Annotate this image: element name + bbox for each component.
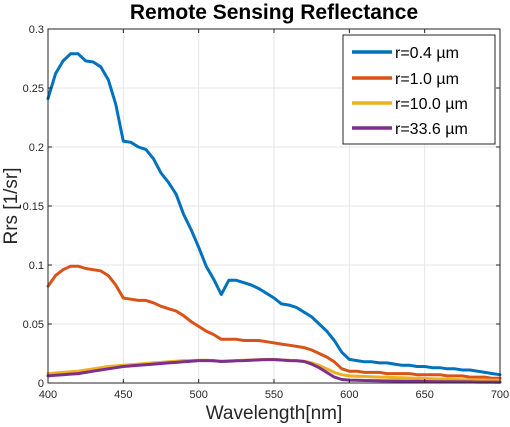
y-tick-label: 0.3 <box>29 24 44 36</box>
legend-label: r=0.4 µm <box>395 45 459 62</box>
y-tick-label: 0.1 <box>29 260 44 272</box>
x-tick-label: 700 <box>491 389 509 401</box>
y-tick-label: 0.25 <box>23 83 44 95</box>
series-line-0 <box>46 52 502 377</box>
y-tick-label: 0.05 <box>23 319 44 331</box>
x-tick-label: 500 <box>189 389 207 401</box>
y-tick-label: 0 <box>38 378 44 390</box>
legend-label: r=1.0 µm <box>395 71 459 88</box>
axis-ticks: 400 450 500 550 600 650 700 0 0.05 0.1 0.15 0.2 0.25… <box>23 24 510 401</box>
x-tick-label: 400 <box>39 389 57 401</box>
x-tick-label: 450 <box>114 389 132 401</box>
y-tick-label: 0.15 <box>23 201 44 213</box>
y-tick-label: 0.2 <box>29 142 44 154</box>
series-line-1 <box>46 264 502 380</box>
chart-title: Remote Sensing Reflectance <box>130 1 418 24</box>
legend-label: r=33.6 µm <box>395 121 468 138</box>
legend: r=0.4 µm r=1.0 µm r=10.0 µm r=33.6 µm <box>342 34 496 145</box>
x-axis-title: Wavelength[nm] <box>206 403 343 424</box>
x-tick-label: 600 <box>340 389 358 401</box>
x-tick-label: 550 <box>265 389 283 401</box>
x-tick-label: 650 <box>415 389 433 401</box>
y-axis-title: Rrs [1/sr] <box>1 167 22 244</box>
legend-label: r=10.0 µm <box>395 96 468 113</box>
